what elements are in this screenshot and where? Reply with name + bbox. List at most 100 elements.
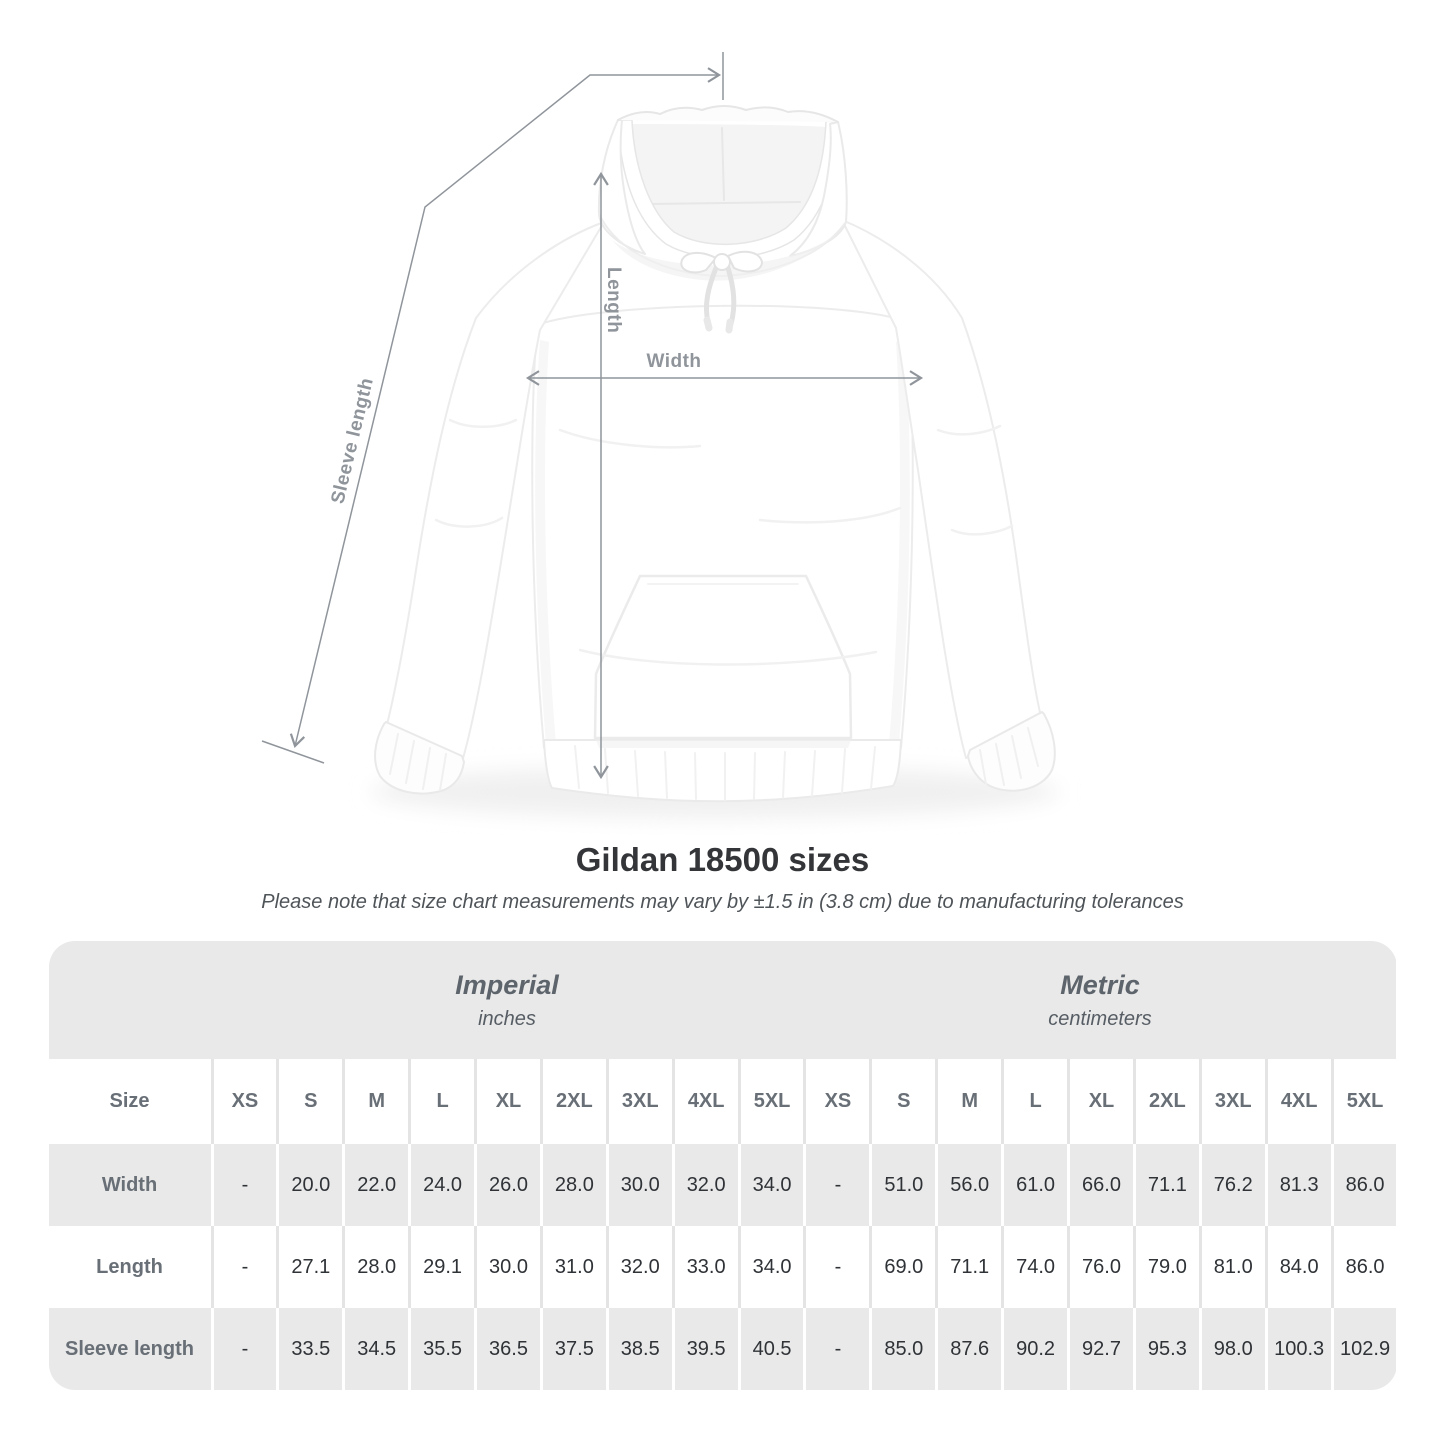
size-col-header: S: [869, 1059, 936, 1144]
size-col-header: 5XL: [737, 1059, 804, 1144]
hoodie-right-cuff: [967, 711, 1056, 792]
value-cell: 98.0: [1198, 1308, 1265, 1390]
metric-title: Metric: [1060, 969, 1140, 1000]
value-cell: 71.1: [935, 1226, 1002, 1308]
value-cell: 92.7: [1067, 1308, 1133, 1390]
value-cell: 29.1: [408, 1226, 475, 1308]
value-cell: -: [803, 1144, 870, 1226]
value-cell: 38.5: [605, 1308, 672, 1390]
value-cell: 39.5: [671, 1308, 738, 1390]
size-col-header: XL: [474, 1059, 540, 1144]
value-cell: 76.0: [1067, 1226, 1133, 1308]
value-cell: 81.0: [1198, 1226, 1265, 1308]
size-col-header: 5XL: [1330, 1059, 1397, 1144]
value-cell: 56.0: [935, 1144, 1002, 1226]
heading: Gildan 18500 sizes Please note that size…: [0, 841, 1445, 914]
value-cell: 61.0: [1001, 1144, 1068, 1226]
size-col-header: 2XL: [539, 1059, 606, 1144]
value-cell: 40.5: [737, 1308, 804, 1390]
size-col-header: XS: [803, 1059, 870, 1144]
hoodie-hood-top: [617, 105, 839, 123]
value-cell: 87.6: [935, 1308, 1002, 1390]
hoodie-size-illustration: Width Length Sleeve length: [261, 52, 1060, 818]
value-cell: 95.3: [1132, 1308, 1199, 1390]
imperial-subtitle: inches: [478, 1007, 536, 1030]
metric-subtitle: centimeters: [1048, 1007, 1152, 1030]
value-cell: -: [803, 1226, 870, 1308]
value-cell: 37.5: [539, 1308, 606, 1390]
value-cell: 32.0: [671, 1144, 738, 1226]
value-cell: 32.0: [605, 1226, 672, 1308]
value-cell: 34.5: [342, 1308, 409, 1390]
imperial-title: Imperial: [455, 969, 559, 1000]
value-cell: 90.2: [1001, 1308, 1068, 1390]
size-col-header: L: [408, 1059, 475, 1144]
value-cell: 20.0: [276, 1144, 343, 1226]
value-cell: 69.0: [869, 1226, 936, 1308]
sleeve-bottom-tick: [261, 740, 325, 764]
value-cell: 74.0: [1001, 1226, 1068, 1308]
value-cell: 76.2: [1198, 1144, 1265, 1226]
value-cell: 79.0: [1132, 1226, 1199, 1308]
value-cell: 28.0: [342, 1226, 409, 1308]
size-corner-header: Size: [48, 1059, 211, 1144]
value-cell: 30.0: [474, 1226, 540, 1308]
value-cell: 36.5: [474, 1308, 540, 1390]
value-cell: -: [210, 1144, 277, 1226]
page-title: Gildan 18500 sizes: [575, 841, 870, 878]
size-col-header: L: [1001, 1059, 1068, 1144]
value-cell: 24.0: [408, 1144, 475, 1226]
size-col-header: 4XL: [671, 1059, 738, 1144]
value-cell: 26.0: [474, 1144, 540, 1226]
value-cell: -: [803, 1308, 870, 1390]
value-cell: 31.0: [539, 1226, 606, 1308]
hoodie-right-sleeve: [841, 219, 1043, 759]
value-cell: 51.0: [869, 1144, 936, 1226]
size-col-header: XS: [210, 1059, 277, 1144]
sleeve-length-arrow: [289, 67, 722, 749]
value-cell: 71.1: [1132, 1144, 1199, 1226]
value-cell: 27.1: [276, 1226, 343, 1308]
value-cell: 33.5: [276, 1308, 343, 1390]
size-note: Please note that size chart measurements…: [261, 891, 1184, 913]
value-cell: 33.0: [671, 1226, 738, 1308]
size-col-header: 4XL: [1264, 1059, 1331, 1144]
value-cell: -: [210, 1226, 277, 1308]
hoodie-pocket: [593, 574, 853, 740]
size-col-header: 3XL: [605, 1059, 672, 1144]
size-col-header: XL: [1067, 1059, 1133, 1144]
sleeve-length-label: Sleeve length: [327, 376, 378, 506]
value-cell: 86.0: [1330, 1226, 1397, 1308]
size-col-header: 3XL: [1198, 1059, 1265, 1144]
value-cell: 34.0: [737, 1144, 804, 1226]
band-corner: [48, 941, 211, 1059]
row-label: Width: [48, 1144, 211, 1226]
size-col-header: M: [342, 1059, 409, 1144]
hoodie-hem-band: [543, 739, 902, 803]
value-cell: 81.3: [1264, 1144, 1331, 1226]
size-col-header: 2XL: [1132, 1059, 1199, 1144]
measurement-annotations: [261, 52, 924, 780]
value-cell: 30.0: [605, 1144, 672, 1226]
length-label: Length: [603, 267, 624, 333]
value-cell: 66.0: [1067, 1144, 1133, 1226]
value-cell: 22.0: [342, 1144, 409, 1226]
imperial-section-header: Imperial inches: [210, 941, 804, 1059]
value-cell: 35.5: [408, 1308, 475, 1390]
hoodie-graphic: [370, 105, 1060, 818]
value-cell: 86.0: [1330, 1144, 1397, 1226]
value-cell: -: [210, 1308, 277, 1390]
size-table: Imperial inches Metric centimeters Size …: [48, 941, 1397, 1390]
size-col-header: M: [935, 1059, 1002, 1144]
size-col-header: S: [276, 1059, 343, 1144]
row-label: Sleeve length: [48, 1308, 211, 1390]
value-cell: 84.0: [1264, 1226, 1331, 1308]
value-cell: 100.3: [1264, 1308, 1331, 1390]
row-label: Length: [48, 1226, 211, 1308]
value-cell: 28.0: [539, 1144, 606, 1226]
metric-section-header: Metric centimeters: [803, 941, 1397, 1059]
value-cell: 102.9: [1330, 1308, 1397, 1390]
value-cell: 85.0: [869, 1308, 936, 1390]
width-label: Width: [646, 351, 701, 372]
value-cell: 34.0: [737, 1226, 804, 1308]
